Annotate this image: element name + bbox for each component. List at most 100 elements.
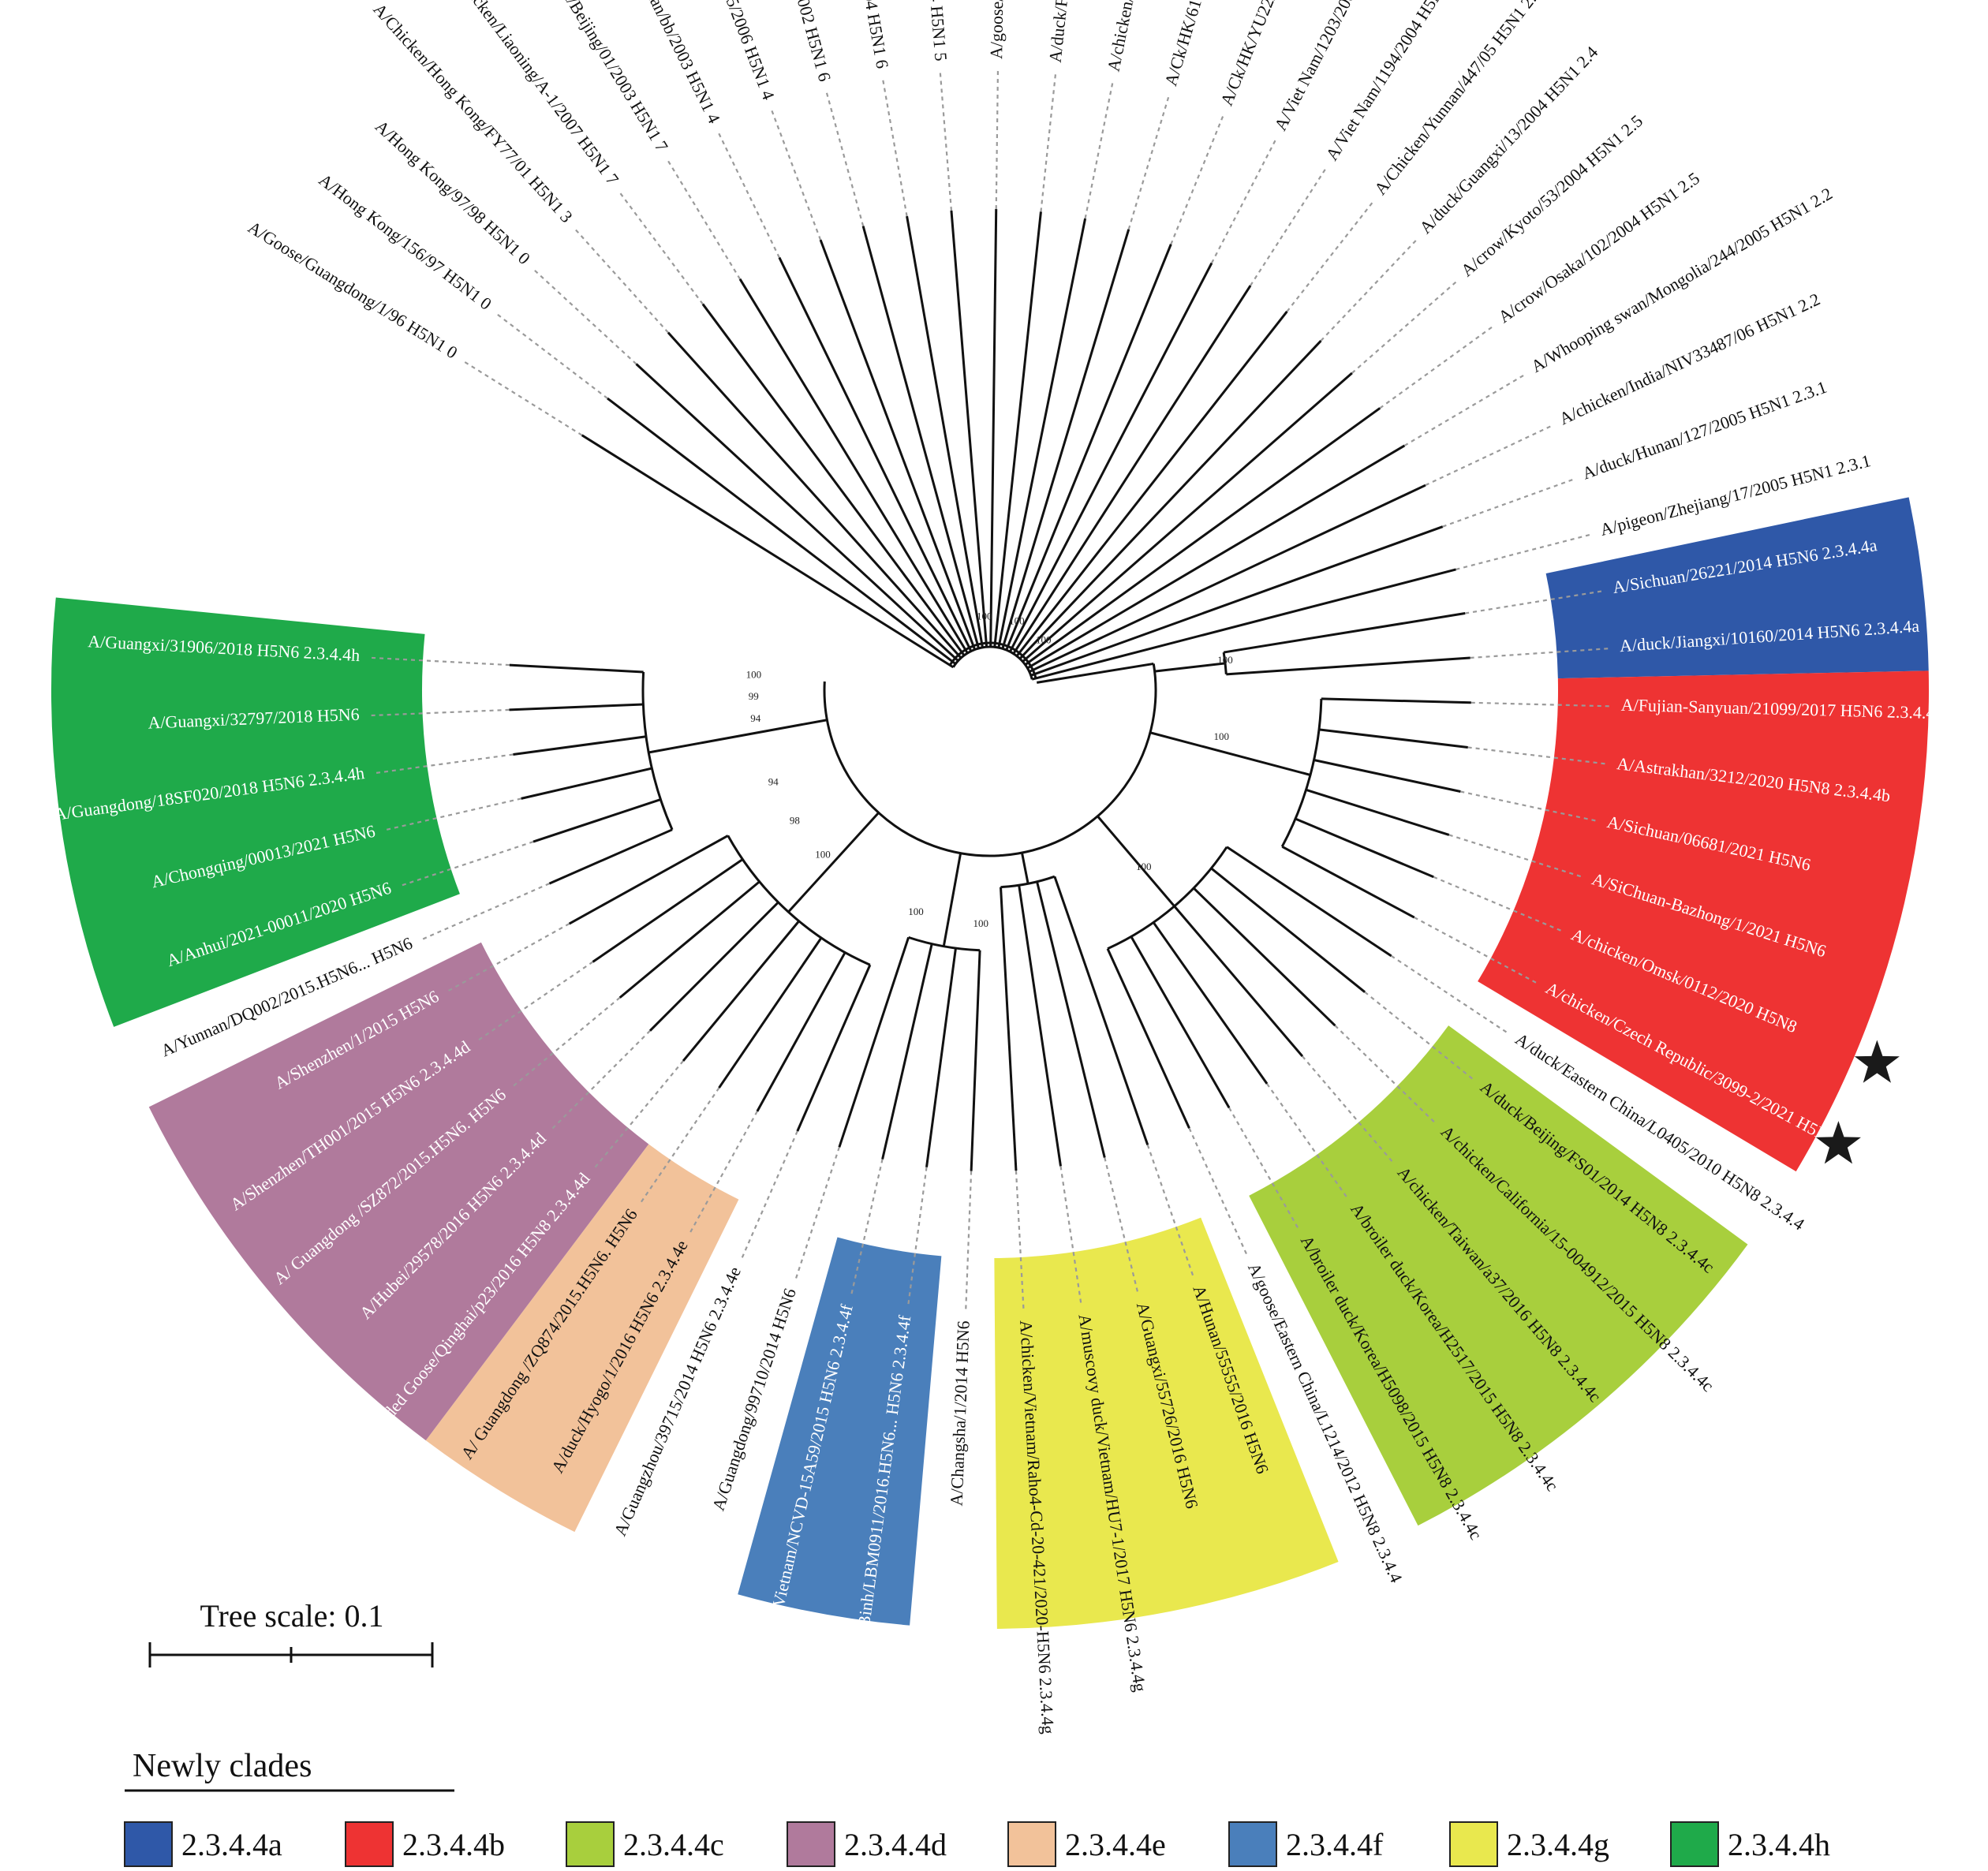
terminal-branch <box>521 767 652 800</box>
clade-sector-a <box>1545 497 1929 679</box>
leaf-label: A/crow/Osaka/102/2004 H5N1 2.5 <box>1494 168 1703 327</box>
leader-line <box>532 268 637 365</box>
terminal-branch <box>1012 285 1252 655</box>
backbone-h5n1-clades-arc <box>952 645 1033 680</box>
terminal-branch <box>881 943 933 1160</box>
leader-line <box>666 159 741 280</box>
terminal-branch <box>648 901 779 1032</box>
legend-swatch-2.3.4.4c <box>566 1821 615 1867</box>
terminal-branch <box>1018 885 1062 1167</box>
leader-line <box>1320 238 1418 342</box>
leaf-label: A/Whooping swan/Mongolia/244/2005 H5N1 2… <box>1527 184 1836 377</box>
leader-line <box>1040 72 1057 212</box>
leader-line <box>740 1130 798 1260</box>
terminal-branch <box>1210 867 1366 993</box>
star-marker-icon <box>1815 1121 1861 1164</box>
leader-line <box>495 312 608 399</box>
bootstrap-value: 94 <box>768 776 779 788</box>
legend-swatch-2.3.4.4h <box>1670 1821 1719 1867</box>
branch-2344f-stem <box>942 853 962 947</box>
legend-label-2.3.4.4f: 2.3.4.4f <box>1286 1827 1384 1862</box>
terminal-branch <box>1306 788 1450 836</box>
branch-2344b-stem <box>1149 731 1311 776</box>
bootstrap-value: 100 <box>815 848 831 860</box>
leaf-label: A/duck/Fujian/897/2005 H5N1 9 <box>1045 0 1089 64</box>
leader-line <box>1425 424 1553 487</box>
terminal-branch <box>1321 697 1471 704</box>
leaf-label: A/chicken/Gansu/44/2004 H5N1 9 <box>1104 0 1171 73</box>
leader-line <box>618 191 704 305</box>
legend-label-2.3.4.4e: 2.3.4.4e <box>1065 1827 1166 1862</box>
terminal-branch <box>1000 887 1018 1171</box>
legend-swatch-2.3.4.4e <box>1007 1821 1056 1867</box>
terminal-branch <box>1018 340 1322 660</box>
legend-swatch-2.3.4.4a <box>124 1821 173 1867</box>
terminal-branch <box>861 226 980 649</box>
legend-label-2.3.4.4b: 2.3.4.4b <box>402 1827 505 1862</box>
legend: Newly clades 2.3.4.4a 2.3.4.4b 2.3.4.4c 2.3… <box>124 1748 1830 1867</box>
terminal-branch <box>581 434 955 669</box>
legend-label-2.3.4.4a: 2.3.4.4a <box>181 1827 282 1862</box>
terminal-branch <box>906 215 984 648</box>
leader-line <box>1170 114 1225 245</box>
terminal-branch <box>568 835 729 925</box>
leader-line <box>965 1171 973 1312</box>
terminal-branch <box>682 920 800 1062</box>
terminal-branch <box>1001 229 1130 649</box>
terminal-branch <box>1226 846 1392 958</box>
leader-line <box>574 227 669 334</box>
terminal-branch <box>950 210 988 648</box>
legend-items: 2.3.4.4a 2.3.4.4b 2.3.4.4c 2.3.4.4d 2.3.4.4e… <box>124 1821 1830 1867</box>
terminal-branch <box>1281 846 1415 919</box>
branch-2344h-stem <box>648 719 828 754</box>
clade-sector-e <box>425 1144 739 1533</box>
terminal-branch <box>1036 881 1106 1158</box>
leader-line <box>770 108 822 241</box>
bootstrap-value: 99 <box>749 690 759 702</box>
bootstrap-value: 100 <box>1214 730 1230 742</box>
clade-sector-b <box>1478 670 1929 1172</box>
terminal-branch <box>1152 921 1269 1085</box>
terminal-branch <box>1295 817 1434 879</box>
star-marker-icon <box>1854 1040 1900 1083</box>
terminal-branch <box>1026 444 1406 670</box>
terminal-branch <box>970 950 981 1171</box>
bootstrap-value: 100 <box>1217 654 1233 666</box>
terminal-branch <box>618 880 760 999</box>
leader-line <box>1084 80 1114 219</box>
terminal-branch <box>667 331 962 659</box>
branch-2344g-arc <box>1000 875 1056 889</box>
bootstrap-value: 100 <box>977 610 992 622</box>
leader-line <box>1250 166 1328 286</box>
tree-scale: Tree scale: 0.1 <box>148 1598 434 1667</box>
backbone-link <box>1036 662 1154 684</box>
legend-swatch-2.3.4.4b <box>345 1821 394 1867</box>
bootstrap-value: 100 <box>1036 634 1052 646</box>
leader-line <box>1403 373 1526 446</box>
terminal-branch <box>1173 905 1304 1058</box>
terminal-branch <box>925 947 957 1167</box>
clade-sector-g <box>994 1217 1339 1629</box>
leaf-label: A/Chicken/Hong Kong/FY77/01 H5N1 3 <box>369 0 577 226</box>
terminal-branch <box>1015 311 1288 657</box>
legend-swatch-2.3.4.4g <box>1449 1821 1498 1867</box>
clade-sectors <box>50 497 1929 1629</box>
branch-2344f-arc <box>908 936 981 952</box>
terminal-branch <box>509 663 644 674</box>
leaf-label: A/Ck/HK/61.9/02 H5N1 8 <box>1160 0 1232 88</box>
terminal-branch <box>718 937 823 1089</box>
leader-line <box>1127 95 1171 230</box>
legend-swatch-2.3.4.4d <box>787 1821 835 1867</box>
terminal-branch <box>509 703 644 711</box>
terminal-branch <box>1223 612 1466 654</box>
legend-swatch-2.3.4.4f <box>1228 1821 1277 1867</box>
branch-2344h-arc <box>641 671 674 831</box>
leaf-label: A/Chicken/Yunnan/447/05 H5N1 2.4 <box>1370 0 1545 199</box>
marked-leaf-stars <box>1815 1040 1900 1164</box>
bootstrap-value: 100 <box>1136 861 1152 872</box>
terminal-branch <box>548 828 673 885</box>
terminal-branch <box>838 936 910 1148</box>
leaf-label: A/Goose/Guangdong/1/96 H5N1 0 <box>245 217 461 362</box>
leader-line <box>716 131 780 259</box>
leaf-label: A/Changsha/1/2014 H5N6 <box>947 1320 973 1507</box>
